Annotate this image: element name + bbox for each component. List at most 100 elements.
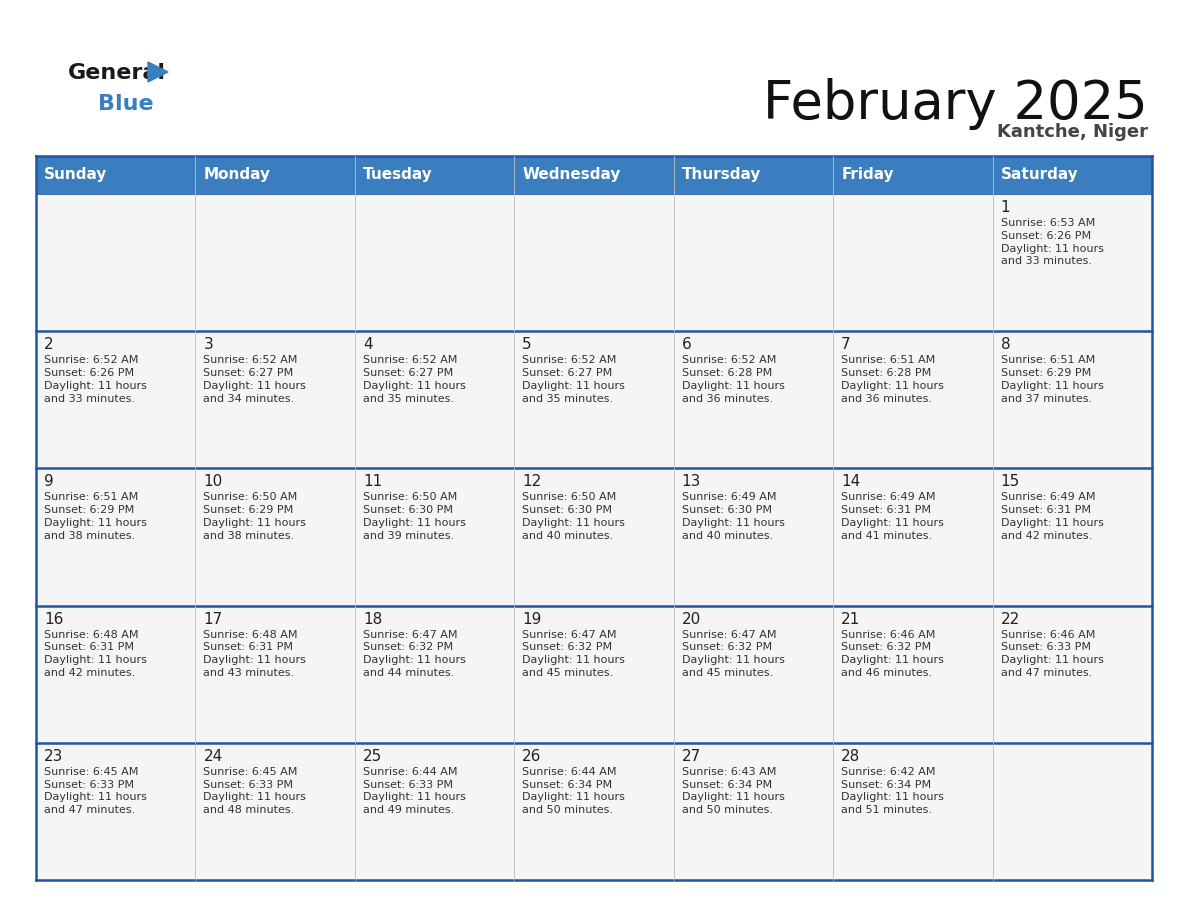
Text: Monday: Monday <box>203 167 271 183</box>
Text: 2: 2 <box>44 337 53 353</box>
Bar <box>36 606 196 743</box>
Text: 12: 12 <box>523 475 542 489</box>
Bar <box>674 468 833 606</box>
Bar <box>674 606 833 743</box>
Text: 16: 16 <box>44 611 63 627</box>
Text: Sunday: Sunday <box>44 167 107 183</box>
Text: 13: 13 <box>682 475 701 489</box>
Text: 7: 7 <box>841 337 851 353</box>
Bar <box>514 468 674 606</box>
Text: 10: 10 <box>203 475 222 489</box>
Text: 15: 15 <box>1000 475 1019 489</box>
Text: 3: 3 <box>203 337 213 353</box>
Text: Saturday: Saturday <box>1000 167 1079 183</box>
Text: 28: 28 <box>841 749 860 764</box>
Bar <box>355 468 514 606</box>
Text: Sunrise: 6:52 AM
Sunset: 6:27 PM
Daylight: 11 hours
and 35 minutes.: Sunrise: 6:52 AM Sunset: 6:27 PM Dayligh… <box>523 355 625 404</box>
Text: Sunrise: 6:50 AM
Sunset: 6:30 PM
Daylight: 11 hours
and 39 minutes.: Sunrise: 6:50 AM Sunset: 6:30 PM Dayligh… <box>362 492 466 541</box>
Text: Sunrise: 6:52 AM
Sunset: 6:27 PM
Daylight: 11 hours
and 35 minutes.: Sunrise: 6:52 AM Sunset: 6:27 PM Dayligh… <box>362 355 466 404</box>
Text: Sunrise: 6:43 AM
Sunset: 6:34 PM
Daylight: 11 hours
and 50 minutes.: Sunrise: 6:43 AM Sunset: 6:34 PM Dayligh… <box>682 767 784 815</box>
Bar <box>196 743 355 880</box>
Text: 21: 21 <box>841 611 860 627</box>
Text: Wednesday: Wednesday <box>523 167 620 183</box>
Text: 9: 9 <box>44 475 53 489</box>
Text: Sunrise: 6:52 AM
Sunset: 6:27 PM
Daylight: 11 hours
and 34 minutes.: Sunrise: 6:52 AM Sunset: 6:27 PM Dayligh… <box>203 355 307 404</box>
Text: Sunrise: 6:48 AM
Sunset: 6:31 PM
Daylight: 11 hours
and 43 minutes.: Sunrise: 6:48 AM Sunset: 6:31 PM Dayligh… <box>203 630 307 678</box>
Text: Sunrise: 6:50 AM
Sunset: 6:29 PM
Daylight: 11 hours
and 38 minutes.: Sunrise: 6:50 AM Sunset: 6:29 PM Dayligh… <box>203 492 307 541</box>
Text: Kantche, Niger: Kantche, Niger <box>997 123 1148 141</box>
Text: 26: 26 <box>523 749 542 764</box>
Text: February 2025: February 2025 <box>763 78 1148 130</box>
Text: Blue: Blue <box>97 94 153 114</box>
Text: Sunrise: 6:48 AM
Sunset: 6:31 PM
Daylight: 11 hours
and 42 minutes.: Sunrise: 6:48 AM Sunset: 6:31 PM Dayligh… <box>44 630 147 678</box>
Bar <box>514 194 674 331</box>
Text: Sunrise: 6:49 AM
Sunset: 6:30 PM
Daylight: 11 hours
and 40 minutes.: Sunrise: 6:49 AM Sunset: 6:30 PM Dayligh… <box>682 492 784 541</box>
Text: Sunrise: 6:50 AM
Sunset: 6:30 PM
Daylight: 11 hours
and 40 minutes.: Sunrise: 6:50 AM Sunset: 6:30 PM Dayligh… <box>523 492 625 541</box>
Bar <box>196 331 355 468</box>
Bar <box>196 194 355 331</box>
Text: 4: 4 <box>362 337 373 353</box>
Text: Friday: Friday <box>841 167 893 183</box>
Bar <box>36 468 196 606</box>
Text: 11: 11 <box>362 475 383 489</box>
Bar <box>514 743 674 880</box>
Text: Sunrise: 6:46 AM
Sunset: 6:33 PM
Daylight: 11 hours
and 47 minutes.: Sunrise: 6:46 AM Sunset: 6:33 PM Dayligh… <box>1000 630 1104 678</box>
Text: 14: 14 <box>841 475 860 489</box>
Bar <box>355 331 514 468</box>
Bar <box>833 743 992 880</box>
Text: 5: 5 <box>523 337 532 353</box>
Text: Sunrise: 6:42 AM
Sunset: 6:34 PM
Daylight: 11 hours
and 51 minutes.: Sunrise: 6:42 AM Sunset: 6:34 PM Dayligh… <box>841 767 944 815</box>
Text: Thursday: Thursday <box>682 167 762 183</box>
Bar <box>833 194 992 331</box>
Polygon shape <box>148 62 168 82</box>
Bar <box>833 606 992 743</box>
Text: 8: 8 <box>1000 337 1010 353</box>
Text: Sunrise: 6:49 AM
Sunset: 6:31 PM
Daylight: 11 hours
and 41 minutes.: Sunrise: 6:49 AM Sunset: 6:31 PM Dayligh… <box>841 492 944 541</box>
Text: Sunrise: 6:44 AM
Sunset: 6:34 PM
Daylight: 11 hours
and 50 minutes.: Sunrise: 6:44 AM Sunset: 6:34 PM Dayligh… <box>523 767 625 815</box>
Bar <box>196 606 355 743</box>
Text: 25: 25 <box>362 749 383 764</box>
Bar <box>992 606 1152 743</box>
Bar <box>355 606 514 743</box>
Bar <box>674 743 833 880</box>
Text: 27: 27 <box>682 749 701 764</box>
Text: Sunrise: 6:45 AM
Sunset: 6:33 PM
Daylight: 11 hours
and 48 minutes.: Sunrise: 6:45 AM Sunset: 6:33 PM Dayligh… <box>203 767 307 815</box>
Text: 24: 24 <box>203 749 222 764</box>
Bar <box>992 331 1152 468</box>
Text: 19: 19 <box>523 611 542 627</box>
Bar <box>833 331 992 468</box>
Bar <box>36 743 196 880</box>
Bar <box>36 156 1152 194</box>
Text: 17: 17 <box>203 611 222 627</box>
Bar <box>36 331 196 468</box>
Bar <box>674 331 833 468</box>
Text: Sunrise: 6:52 AM
Sunset: 6:26 PM
Daylight: 11 hours
and 33 minutes.: Sunrise: 6:52 AM Sunset: 6:26 PM Dayligh… <box>44 355 147 404</box>
Bar <box>992 194 1152 331</box>
Bar <box>514 331 674 468</box>
Text: 6: 6 <box>682 337 691 353</box>
Text: Sunrise: 6:47 AM
Sunset: 6:32 PM
Daylight: 11 hours
and 44 minutes.: Sunrise: 6:47 AM Sunset: 6:32 PM Dayligh… <box>362 630 466 678</box>
Text: Tuesday: Tuesday <box>362 167 432 183</box>
Text: General: General <box>68 63 166 83</box>
Text: Sunrise: 6:44 AM
Sunset: 6:33 PM
Daylight: 11 hours
and 49 minutes.: Sunrise: 6:44 AM Sunset: 6:33 PM Dayligh… <box>362 767 466 815</box>
Bar <box>36 194 196 331</box>
Text: Sunrise: 6:51 AM
Sunset: 6:28 PM
Daylight: 11 hours
and 36 minutes.: Sunrise: 6:51 AM Sunset: 6:28 PM Dayligh… <box>841 355 944 404</box>
Bar <box>355 194 514 331</box>
Text: Sunrise: 6:51 AM
Sunset: 6:29 PM
Daylight: 11 hours
and 38 minutes.: Sunrise: 6:51 AM Sunset: 6:29 PM Dayligh… <box>44 492 147 541</box>
Text: 1: 1 <box>1000 200 1010 215</box>
Bar <box>196 468 355 606</box>
Text: Sunrise: 6:45 AM
Sunset: 6:33 PM
Daylight: 11 hours
and 47 minutes.: Sunrise: 6:45 AM Sunset: 6:33 PM Dayligh… <box>44 767 147 815</box>
Bar <box>355 743 514 880</box>
Text: 18: 18 <box>362 611 383 627</box>
Text: Sunrise: 6:53 AM
Sunset: 6:26 PM
Daylight: 11 hours
and 33 minutes.: Sunrise: 6:53 AM Sunset: 6:26 PM Dayligh… <box>1000 218 1104 266</box>
Text: 20: 20 <box>682 611 701 627</box>
Bar <box>514 606 674 743</box>
Text: Sunrise: 6:46 AM
Sunset: 6:32 PM
Daylight: 11 hours
and 46 minutes.: Sunrise: 6:46 AM Sunset: 6:32 PM Dayligh… <box>841 630 944 678</box>
Text: Sunrise: 6:49 AM
Sunset: 6:31 PM
Daylight: 11 hours
and 42 minutes.: Sunrise: 6:49 AM Sunset: 6:31 PM Dayligh… <box>1000 492 1104 541</box>
Text: 22: 22 <box>1000 611 1019 627</box>
Text: Sunrise: 6:52 AM
Sunset: 6:28 PM
Daylight: 11 hours
and 36 minutes.: Sunrise: 6:52 AM Sunset: 6:28 PM Dayligh… <box>682 355 784 404</box>
Bar <box>992 468 1152 606</box>
Text: Sunrise: 6:51 AM
Sunset: 6:29 PM
Daylight: 11 hours
and 37 minutes.: Sunrise: 6:51 AM Sunset: 6:29 PM Dayligh… <box>1000 355 1104 404</box>
Bar <box>833 468 992 606</box>
Bar <box>992 743 1152 880</box>
